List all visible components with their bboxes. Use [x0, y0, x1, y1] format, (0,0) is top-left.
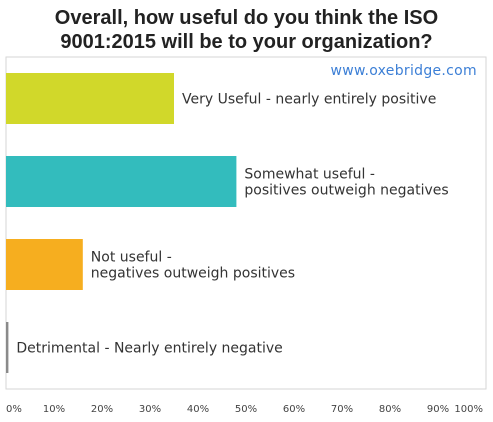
watermark-link[interactable]: www.oxebridge.com	[330, 63, 477, 79]
chart-title-line-2: 9001:2015 will be to your organization?	[60, 31, 433, 53]
x-tick-label: 70%	[331, 404, 353, 415]
x-tick-label: 80%	[379, 404, 401, 415]
bar-label-4: Detrimental - Nearly entirely negative	[16, 341, 282, 357]
x-tick-label: 90%	[427, 404, 449, 415]
x-tick-label: 60%	[283, 404, 305, 415]
x-tick-label: 50%	[235, 404, 257, 415]
bar-label-3: Not useful -negatives outweigh positives	[91, 250, 295, 282]
chart-title: Overall, how useful do you think the ISO…	[0, 6, 493, 54]
bar-4	[6, 322, 9, 373]
x-tick-label: 40%	[187, 404, 209, 415]
bar-3	[6, 239, 83, 290]
bar-2	[6, 156, 237, 207]
bar-label-2: Somewhat useful -positives outweigh nega…	[244, 167, 448, 199]
x-tick-label: 10%	[43, 404, 65, 415]
bar-label-1: Very Useful - nearly entirely positive	[182, 92, 436, 108]
chart-title-line-1: Overall, how useful do you think the ISO	[54, 7, 439, 29]
x-tick-label: 20%	[91, 404, 113, 415]
plot-frame	[5, 56, 487, 390]
x-tick-label: 0%	[6, 404, 22, 415]
bar-1	[6, 73, 174, 124]
x-tick-label: 100%	[454, 404, 483, 415]
x-tick-label: 30%	[139, 404, 161, 415]
